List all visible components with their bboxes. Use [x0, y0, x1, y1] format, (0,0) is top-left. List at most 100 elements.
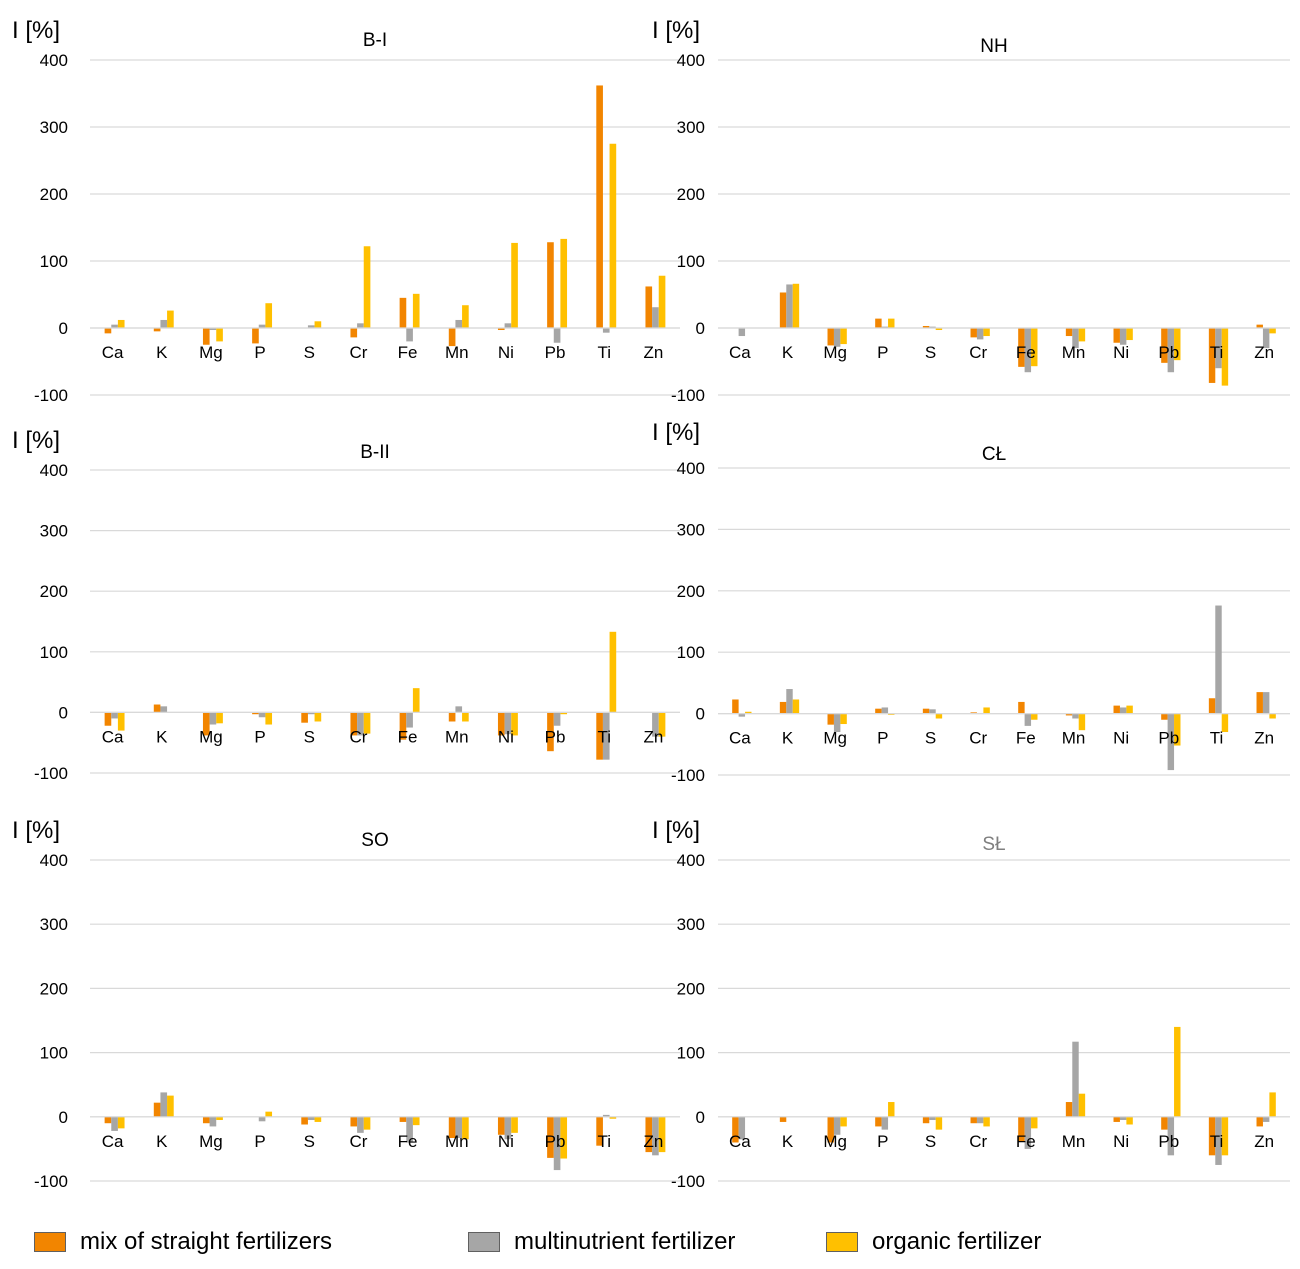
y-tick-label: 0 [59, 1108, 68, 1127]
category-label: S [304, 343, 315, 362]
bar-organic-Mn [1078, 1093, 1086, 1117]
bar-multinutrient-Pb [553, 328, 561, 343]
y-tick-label: 300 [40, 522, 68, 541]
category-label: Ni [1113, 343, 1129, 362]
legend-item-organic: organic fertilizer [826, 1228, 1041, 1256]
y-tick-label: 0 [696, 1108, 705, 1127]
bar-multinutrient-Ca [111, 324, 118, 328]
category-label: Ca [729, 1132, 751, 1151]
bar-organic-Zn [658, 712, 666, 737]
category-label: Ca [102, 343, 124, 362]
category-label: Cr [969, 729, 987, 748]
bar-multinutrient-Fe [1024, 713, 1032, 726]
bar-multinutrient-Zn [652, 307, 659, 328]
bar-multinutrient-Mn [455, 1116, 463, 1138]
bar-organic-S [935, 328, 943, 331]
category-label: Ni [498, 727, 514, 746]
y-tick-label: 300 [677, 118, 705, 137]
category-label: Ti [597, 343, 611, 362]
category-label: K [156, 727, 168, 746]
category-label: Fe [398, 1132, 418, 1151]
bar-mix-Mg [827, 713, 834, 725]
bar-mix-Mn [1065, 713, 1073, 716]
bar-multinutrient-Ca [111, 1116, 118, 1131]
bar-organic-Zn [1269, 713, 1276, 719]
bar-multinutrient-S [307, 325, 315, 328]
category-label: Ca [102, 727, 124, 746]
bar-organic-P [888, 1102, 895, 1117]
bar-mix-Pb [547, 1116, 554, 1158]
category-label: S [304, 1132, 315, 1151]
category-label: S [925, 729, 936, 748]
bar-mix-K [153, 704, 161, 713]
bar-multinutrient-Mn [1072, 713, 1079, 719]
bar-multinutrient-Ni [504, 323, 512, 328]
y-axis-label: I [%] [12, 17, 60, 44]
bar-organic-Fe [412, 688, 420, 713]
category-label: Ni [498, 1132, 514, 1151]
bar-organic-K [167, 1095, 174, 1117]
y-axis-label: I [%] [12, 427, 60, 454]
category-label: Mn [1062, 343, 1086, 362]
category-label: P [877, 729, 888, 748]
category-label: S [925, 1132, 936, 1151]
category-label: Ti [1210, 1132, 1224, 1151]
y-tick-label: -100 [34, 764, 68, 783]
bar-mix-Ca [104, 328, 112, 334]
bar-mix-Ti [1208, 328, 1216, 383]
bar-mix-Ti [596, 85, 603, 329]
category-label: K [782, 729, 794, 748]
bar-multinutrient-Mn [455, 319, 463, 328]
bar-multinutrient-Ti [602, 1114, 610, 1117]
category-label: Ni [498, 343, 514, 362]
category-label: Zn [643, 343, 663, 362]
y-axis-label: I [%] [12, 817, 60, 844]
bar-organic-Mg [216, 1116, 223, 1121]
bar-mix-Cr [970, 1116, 977, 1124]
category-label: P [254, 343, 265, 362]
bar-multinutrient-Ti [602, 712, 610, 760]
category-label: Mn [445, 727, 469, 746]
bar-multinutrient-Fe [406, 328, 413, 342]
bar-organic-P [888, 318, 895, 328]
legend-label-organic: organic fertilizer [872, 1228, 1042, 1255]
bar-mix-P [875, 708, 882, 714]
bar-mix-Fe [1018, 701, 1025, 714]
bar-multinutrient-Mg [209, 1116, 217, 1127]
category-label: Mn [1062, 1132, 1086, 1151]
bar-organic-Ti [1221, 713, 1229, 733]
category-label: Zn [1254, 729, 1274, 748]
bar-mix-S [922, 708, 930, 714]
bar-multinutrient-Ca [738, 713, 746, 717]
category-label: P [254, 727, 265, 746]
bar-organic-P [888, 713, 895, 715]
bar-mix-Mn [448, 712, 456, 722]
y-tick-label: 100 [40, 252, 68, 271]
bar-multinutrient-Fe [406, 712, 413, 728]
y-axis-label: I [%] [652, 419, 700, 446]
legend-item-multinutrient: multinutrient fertilizer [468, 1228, 735, 1256]
bar-organic-P [265, 712, 273, 725]
bar-mix-Mg [202, 1116, 210, 1124]
bar-organic-P [265, 1111, 273, 1117]
bar-organic-Cr [363, 246, 371, 328]
y-tick-label: 200 [677, 979, 705, 998]
bar-organic-Pb [1174, 328, 1181, 361]
bar-mix-P [875, 1116, 882, 1127]
bar-organic-Cr [363, 712, 371, 734]
category-label: Mn [445, 343, 469, 362]
legend-swatch-organic [826, 1232, 858, 1252]
bar-organic-Ni [1126, 705, 1133, 714]
bar-mix-Fe [1018, 1116, 1025, 1142]
category-label: Cr [969, 1132, 987, 1151]
category-label: Zn [1254, 343, 1274, 362]
y-tick-label: 0 [696, 319, 705, 338]
bar-mix-P [252, 328, 259, 344]
bar-organic-Pb [1174, 713, 1181, 746]
chart-title: CŁ [982, 444, 1006, 465]
bar-organic-K [792, 699, 800, 714]
bar-multinutrient-S [929, 1116, 936, 1121]
chart-title: NH [980, 36, 1007, 57]
y-tick-label: 0 [696, 705, 705, 724]
chart-title: SO [361, 830, 388, 851]
